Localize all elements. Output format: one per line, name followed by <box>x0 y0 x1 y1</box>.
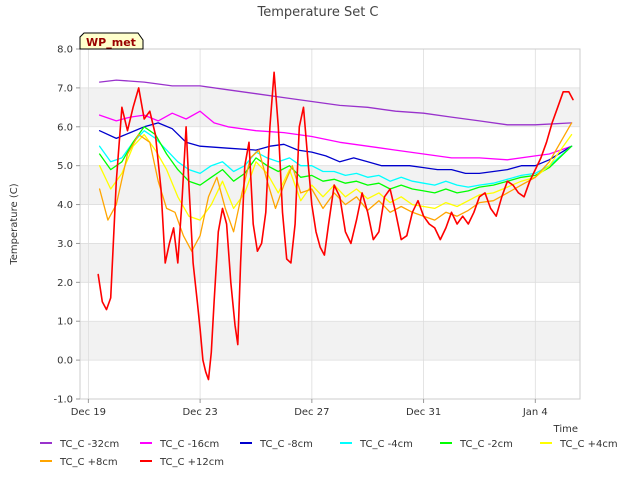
legend-item: TC_C -32cm <box>40 439 119 450</box>
series-line <box>98 122 573 175</box>
legend-item: TC_C -16cm <box>140 439 219 450</box>
legend-item: TC_C -2cm <box>440 439 513 450</box>
x-tick-label: Dec 19 <box>71 407 106 418</box>
x-axis-label: Time <box>553 424 578 435</box>
series-line <box>98 110 573 161</box>
legend-label: TC_C +8cm <box>59 457 118 468</box>
x-tick-label: Dec 27 <box>294 407 329 418</box>
legend-item: TC_C -8cm <box>240 439 313 450</box>
series-line <box>97 71 574 381</box>
x-axis-ticks: Dec 19 Dec 23 Dec 27 Dec 31 Jan 4 <box>71 399 548 418</box>
plot-grid <box>80 48 580 400</box>
legend: TC_C -32cm TC_C -16cm TC_C -8cm TC_C -4cm TC… <box>40 439 618 468</box>
background-band <box>80 87 580 127</box>
plot-background-bands <box>80 49 580 399</box>
y-tick-label: 1.0 <box>57 317 73 328</box>
y-tick-label: 6.0 <box>57 122 73 133</box>
legend-label: TC_C -2cm <box>459 439 513 450</box>
x-tick-label: Dec 31 <box>406 407 441 418</box>
y-tick-label: 0.0 <box>57 356 73 367</box>
legend-label: TC_C -8cm <box>259 439 313 450</box>
chart-title: Temperature Set C <box>256 5 378 20</box>
x-tick-label: Dec 23 <box>182 407 217 418</box>
legend-item: TC_C -4cm <box>340 439 413 450</box>
y-tick-label: 4.0 <box>57 200 73 211</box>
background-band <box>80 360 580 399</box>
legend-label: TC_C -32cm <box>59 439 119 450</box>
series-lines <box>97 71 574 381</box>
legend-label: TC_C +12cm <box>159 457 224 468</box>
y-axis-label: Temperature (C) <box>9 183 20 265</box>
legend-item: TC_C +4cm <box>540 439 618 450</box>
background-band <box>80 49 580 88</box>
annotation-text: WP_met <box>86 36 136 49</box>
background-band <box>80 321 580 361</box>
series-line <box>98 79 573 126</box>
y-tick-label: 5.0 <box>57 161 73 172</box>
series-line <box>98 130 573 188</box>
y-tick-label: -1.0 <box>53 395 73 406</box>
background-band <box>80 243 580 283</box>
legend-item: TC_C +12cm <box>140 457 224 468</box>
series-line <box>98 133 573 221</box>
wp-met-annotation: WP_met <box>79 32 144 50</box>
y-tick-label: 7.0 <box>57 83 73 94</box>
legend-label: TC_C -16cm <box>159 439 219 450</box>
legend-label: TC_C -4cm <box>359 439 413 450</box>
legend-label: TC_C +4cm <box>559 439 618 450</box>
x-tick-label: Jan 4 <box>522 407 548 418</box>
y-axis-ticks: -1.0 0.0 1.0 2.0 3.0 4.0 5.0 6.0 7.0 8.0 <box>53 45 80 406</box>
background-band <box>80 282 580 322</box>
y-tick-label: 3.0 <box>57 239 73 250</box>
annotation-badge <box>79 32 144 50</box>
legend-item: TC_C +8cm <box>40 457 118 468</box>
y-tick-label: 8.0 <box>57 45 73 56</box>
y-tick-label: 2.0 <box>57 278 73 289</box>
series-line <box>98 126 573 194</box>
plot-area-frame <box>79 48 581 400</box>
